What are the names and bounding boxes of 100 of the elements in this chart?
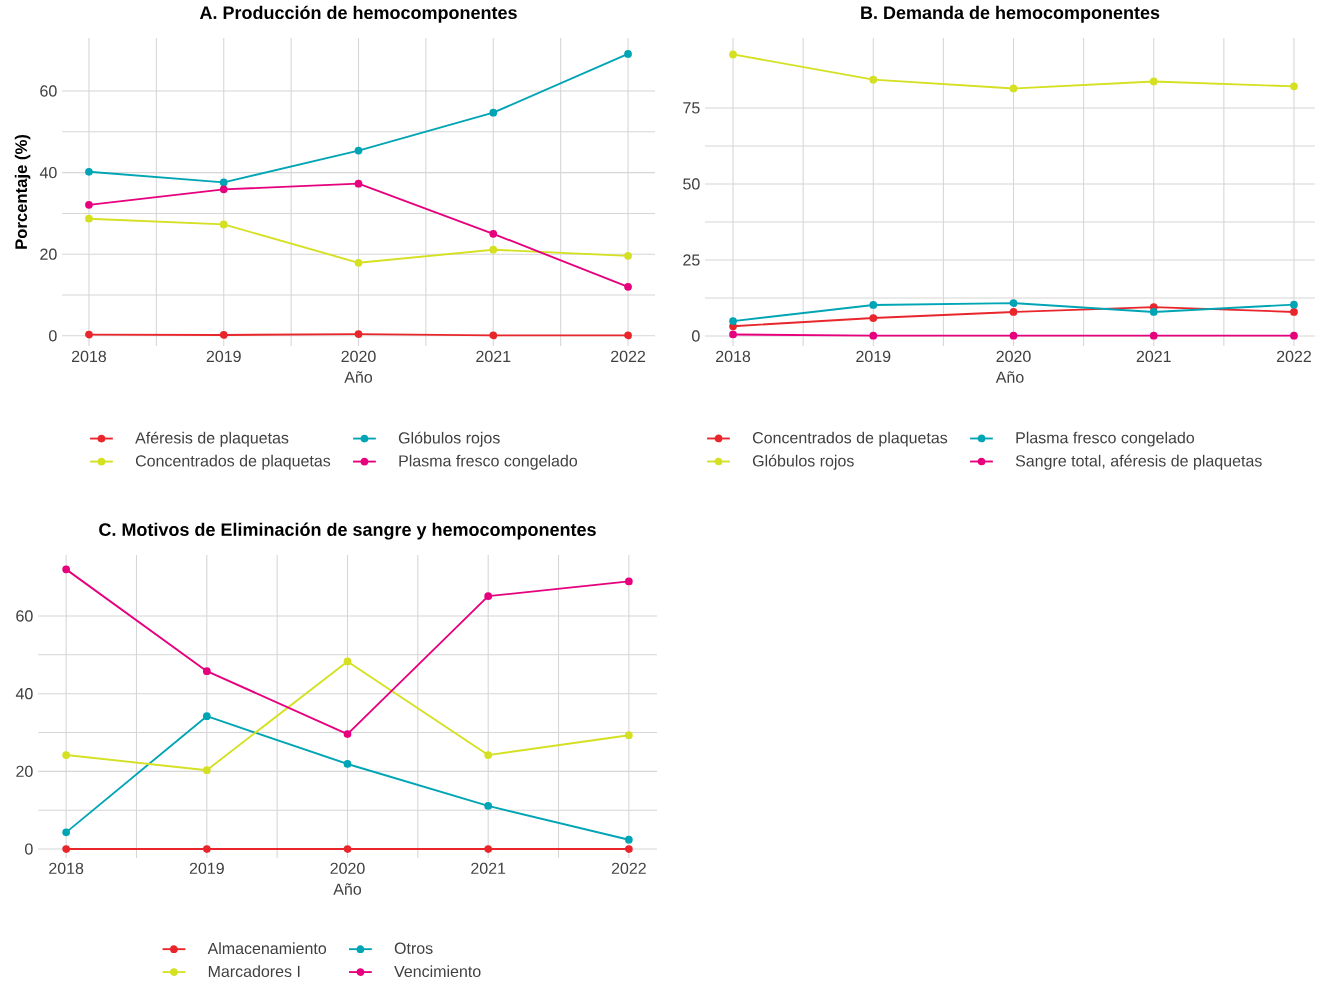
x-tick-label: 2020: [996, 350, 1031, 363]
y-tick-label: 25: [683, 254, 700, 266]
point: [343, 760, 352, 768]
point: [219, 331, 228, 339]
point: [85, 330, 93, 339]
x-tick-label: 2022: [611, 350, 646, 363]
point: [202, 667, 211, 676]
legend-label: Concentrados de plaquetas: [752, 431, 948, 447]
point: [1290, 331, 1298, 340]
point: [62, 845, 71, 853]
point: [354, 146, 363, 155]
x-tick-label: 2021: [476, 350, 511, 363]
point: [1009, 308, 1018, 316]
point: [62, 751, 71, 759]
point: [219, 220, 228, 229]
x-tick-label: 2022: [611, 862, 646, 875]
y-tick-label: 60: [40, 85, 57, 97]
point: [1290, 82, 1298, 91]
point: [85, 214, 93, 223]
y-tick-label: 0: [692, 330, 700, 342]
x-tick-label: 2021: [471, 862, 506, 875]
x-tick-label: 2018: [71, 350, 107, 363]
point: [484, 751, 493, 759]
point: [489, 229, 498, 238]
point: [1009, 84, 1018, 93]
y-tick-label: 20: [16, 765, 33, 778]
y-tick-label: 60: [16, 610, 33, 622]
legend-label: Concentrados de plaquetas: [135, 454, 331, 470]
point: [489, 331, 498, 340]
point: [869, 75, 878, 84]
point: [729, 50, 737, 59]
point: [219, 178, 228, 187]
point: [1149, 331, 1158, 340]
point: [1149, 77, 1158, 86]
y-tick-label: 40: [39, 166, 57, 179]
point: [624, 50, 632, 58]
point: [624, 251, 632, 260]
point: [354, 258, 363, 267]
legend-label: Plasma fresco congelado: [1016, 431, 1195, 447]
point: [484, 845, 493, 853]
y-tick-label: 75: [683, 102, 700, 114]
chart-title: A. Producción de hemocomponentes: [199, 5, 517, 23]
x-tick-label: 2019: [189, 862, 224, 875]
legend-label: Aféresis de plaquetas: [135, 431, 289, 447]
point: [869, 331, 878, 340]
y-tick-label: 50: [683, 178, 700, 190]
x-axis-title: Año: [333, 883, 362, 895]
y-tick-label: 0: [49, 330, 57, 342]
point: [85, 200, 93, 209]
point: [729, 317, 737, 325]
point: [202, 712, 211, 721]
point: [202, 845, 211, 853]
y-tick-label: 40: [15, 688, 33, 700]
x-tick-label: 2021: [1136, 350, 1171, 363]
legend-label: Glóbulos rojos: [752, 454, 854, 470]
point: [489, 245, 498, 254]
point: [624, 577, 633, 586]
point: [343, 657, 352, 666]
point: [484, 802, 493, 810]
x-tick-label: 2020: [341, 350, 376, 363]
point: [624, 282, 632, 291]
point: [343, 730, 352, 738]
legend-label: Otros: [394, 942, 433, 954]
x-tick-label: 2019: [856, 350, 891, 363]
x-tick-label: 2020: [330, 862, 365, 875]
point: [1290, 300, 1298, 309]
legend-label: Almacenamiento: [207, 942, 327, 955]
x-tick-label: 2018: [49, 862, 84, 875]
legend-label: Marcadores I: [208, 965, 300, 978]
y-axis-title: Porcentaje (%): [14, 134, 31, 249]
x-tick-label: 2018: [716, 350, 751, 363]
point: [869, 314, 878, 322]
legend-label: Sangre total, aféresis de plaquetas: [1015, 454, 1262, 470]
x-tick-label: 2019: [206, 350, 241, 363]
point: [354, 179, 363, 188]
legend-label: Vencimiento: [394, 965, 481, 978]
point: [343, 845, 352, 853]
point: [624, 331, 632, 340]
chart-title: B. Demanda de hemocomponentes: [861, 5, 1160, 23]
point: [354, 330, 363, 339]
point: [624, 835, 633, 844]
point: [62, 565, 71, 574]
y-tick-label: 20: [40, 248, 57, 260]
x-axis-title: Año: [995, 371, 1024, 383]
point: [219, 185, 228, 194]
point: [489, 108, 498, 117]
point: [62, 828, 71, 837]
point: [624, 731, 633, 740]
point: [85, 167, 93, 176]
y-tick-label: 0: [25, 843, 33, 855]
point: [484, 592, 493, 601]
point: [202, 766, 211, 775]
point: [1009, 331, 1018, 340]
point: [624, 845, 633, 853]
legend-label: Plasma fresco congelado: [399, 454, 578, 470]
point: [1009, 299, 1018, 308]
point: [1290, 308, 1298, 316]
point: [729, 330, 737, 339]
point: [1149, 308, 1158, 316]
point: [869, 301, 878, 309]
